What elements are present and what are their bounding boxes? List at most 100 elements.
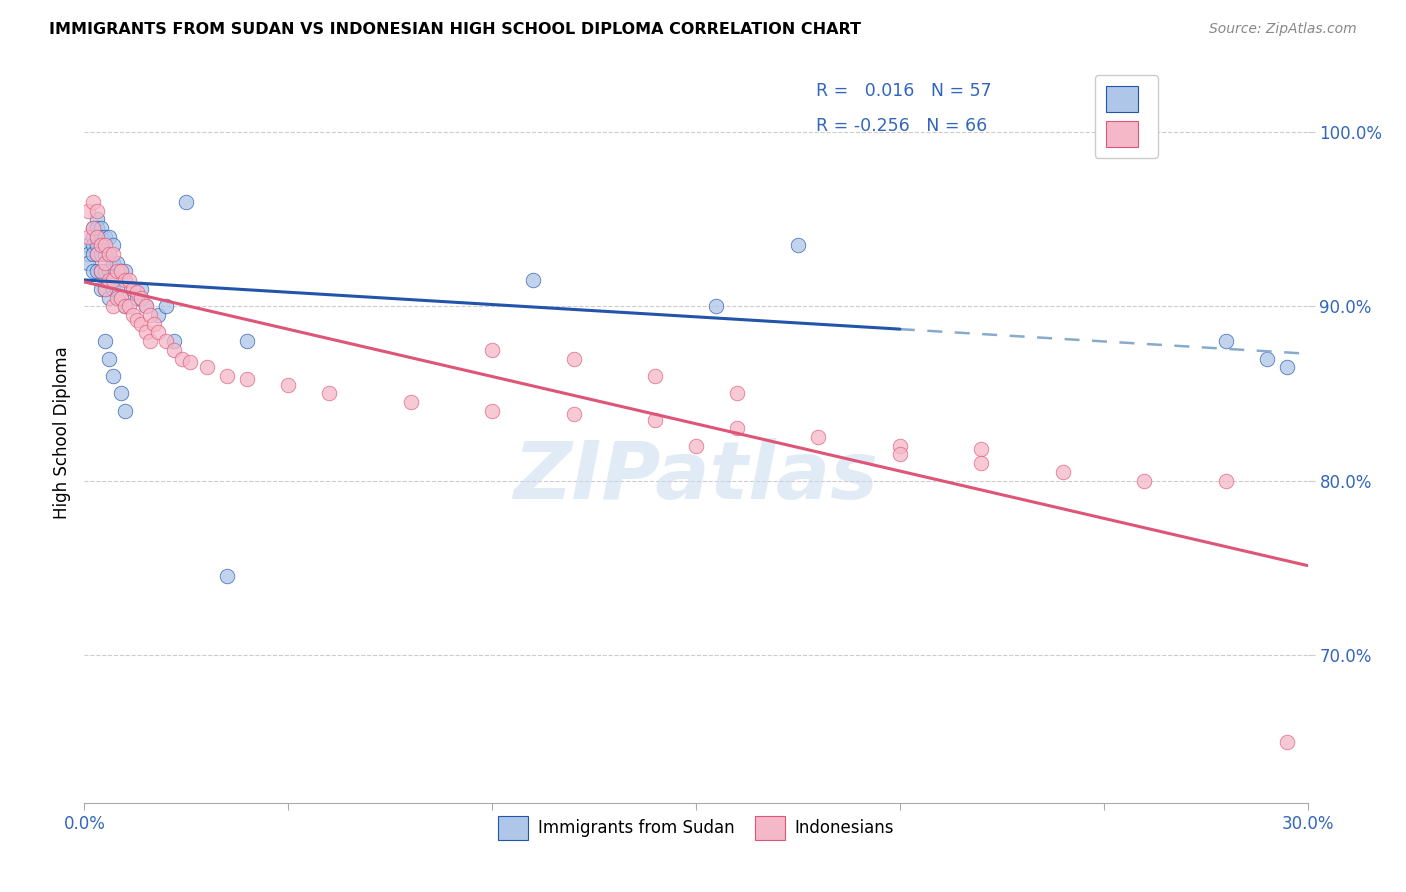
Point [97,247,120,261]
Point [97,229,120,244]
Point [114,299,136,313]
Point [105,264,128,278]
Point [889,447,911,461]
Point [236,372,259,386]
Point [97,273,120,287]
Point [127,285,149,300]
Point [127,313,149,327]
Point [93,282,115,296]
Point [172,351,194,366]
Point [86,212,108,227]
Point [114,264,136,278]
Point [93,229,115,244]
Point [86,229,108,244]
Point [105,256,128,270]
Point [1133,474,1156,488]
Point [82,264,104,278]
Point [481,404,503,418]
Point [114,299,136,313]
Point [110,264,132,278]
Point [118,273,141,287]
Point [93,334,115,348]
Point [118,299,141,313]
Text: R = -0.256   N = 66: R = -0.256 N = 66 [815,117,987,135]
Point [318,386,340,401]
Point [644,412,666,426]
Point [562,407,585,421]
Point [105,291,128,305]
Point [110,291,132,305]
Point [889,439,911,453]
Point [90,238,112,252]
Point [1277,735,1299,749]
Legend: Immigrants from Sudan, Indonesians: Immigrants from Sudan, Indonesians [491,809,901,847]
Text: R =   0.016   N = 57: R = 0.016 N = 57 [815,82,991,100]
Point [135,326,157,340]
Point [1256,351,1278,366]
Point [522,273,544,287]
Point [90,221,112,235]
Point [77,238,100,252]
Point [93,247,115,261]
Point [82,221,104,235]
Point [131,282,153,296]
Point [127,291,149,305]
Point [163,334,186,348]
Point [101,273,124,287]
Point [807,430,830,444]
Point [685,439,707,453]
Point [86,247,108,261]
Point [1052,465,1074,479]
Point [725,421,748,435]
Point [93,238,115,252]
Point [970,456,993,470]
Point [644,369,666,384]
Point [82,229,104,244]
Point [135,299,157,313]
Point [77,203,100,218]
Point [122,282,145,296]
Point [970,442,993,457]
Point [90,264,112,278]
Point [195,360,218,375]
Point [77,256,100,270]
Point [110,291,132,305]
Point [82,247,104,261]
Point [163,343,186,357]
Point [1215,334,1237,348]
Point [131,317,153,331]
Point [86,229,108,244]
Point [86,221,108,235]
Point [86,203,108,218]
Point [155,334,177,348]
Point [86,247,108,261]
Point [93,256,115,270]
Point [82,238,104,252]
Point [97,291,120,305]
Point [101,238,124,252]
Point [706,299,728,313]
Point [179,355,201,369]
Point [114,273,136,287]
Point [101,369,124,384]
Point [131,291,153,305]
Point [77,247,100,261]
Point [787,238,810,252]
Point [138,308,160,322]
Point [142,317,165,331]
Text: Source: ZipAtlas.com: Source: ZipAtlas.com [1209,22,1357,37]
Point [110,386,132,401]
Point [138,334,160,348]
Text: ZIPatlas: ZIPatlas [513,438,879,516]
Point [101,282,124,296]
Point [97,351,120,366]
Point [135,299,157,313]
Point [114,404,136,418]
Point [97,264,120,278]
Point [101,299,124,313]
Point [86,238,108,252]
Point [110,264,132,278]
Point [90,229,112,244]
Point [155,299,177,313]
Point [101,247,124,261]
